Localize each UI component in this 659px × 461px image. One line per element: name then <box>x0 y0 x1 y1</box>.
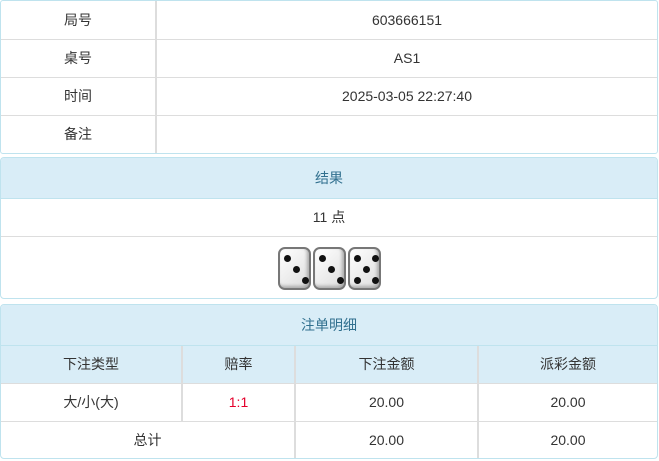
die-pip <box>327 266 335 273</box>
column-header: 下注类型 <box>1 346 183 384</box>
bet-amount: 20.00 <box>295 383 479 422</box>
info-row-time: 时间 2025-03-05 22:27:40 <box>1 77 657 116</box>
die-3 <box>312 247 346 290</box>
total-amount: 20.00 <box>295 421 479 458</box>
column-header: 下注金额 <box>295 346 479 384</box>
bet-details-title: 注单明细 <box>1 305 657 346</box>
bet-payout: 20.00 <box>478 383 657 422</box>
die-pip <box>336 277 344 284</box>
result-points: 11 点 <box>1 199 657 237</box>
info-row-table: 桌号 AS1 <box>1 39 657 78</box>
die-pip <box>301 277 309 284</box>
total-label: 总计 <box>1 421 296 458</box>
die-5 <box>347 247 381 290</box>
bet-type: 大/小(大) <box>1 383 183 422</box>
die-3 <box>277 247 311 290</box>
info-row-round: 局号 603666151 <box>1 1 657 40</box>
bet-odds: 1:1 <box>182 383 296 422</box>
bet-table-header: 下注类型 赔率 下注金额 派彩金额 <box>1 346 657 384</box>
die-pip <box>353 255 361 262</box>
dice-display <box>1 237 657 298</box>
info-label: 备注 <box>1 115 157 153</box>
die-pip <box>292 266 300 273</box>
total-payout: 20.00 <box>550 432 586 449</box>
die-pip <box>362 266 370 273</box>
info-row-remark: 备注 <box>1 115 657 153</box>
column-header: 派彩金额 <box>478 346 657 384</box>
result-title: 结果 <box>1 158 657 199</box>
round-info-table: 局号 603666151 桌号 AS1 时间 2025-03-05 22:27:40 … <box>0 0 658 154</box>
info-value: 2025-03-05 22:27:40 <box>156 77 657 116</box>
info-label: 时间 <box>1 77 157 116</box>
die-pip <box>371 277 379 284</box>
info-label: 局号 <box>1 1 157 40</box>
column-header: 赔率 <box>182 346 296 384</box>
die-pip <box>371 255 379 262</box>
info-label: 桌号 <box>1 39 157 78</box>
bet-details-panel: 注单明细 下注类型 赔率 下注金额 派彩金额 大/小(大) 1:1 20.00 … <box>0 304 658 459</box>
total-row: 总计 20.00 20.00 <box>1 421 657 458</box>
die-pip <box>353 277 361 284</box>
info-value: AS1 <box>156 39 657 78</box>
info-value <box>156 115 657 153</box>
result-panel: 结果 11 点 <box>0 157 658 299</box>
table-row: 大/小(大) 1:1 20.00 20.00 <box>1 383 657 422</box>
die-pip <box>318 255 326 262</box>
info-value: 603666151 <box>156 1 657 40</box>
die-pip <box>283 255 291 262</box>
